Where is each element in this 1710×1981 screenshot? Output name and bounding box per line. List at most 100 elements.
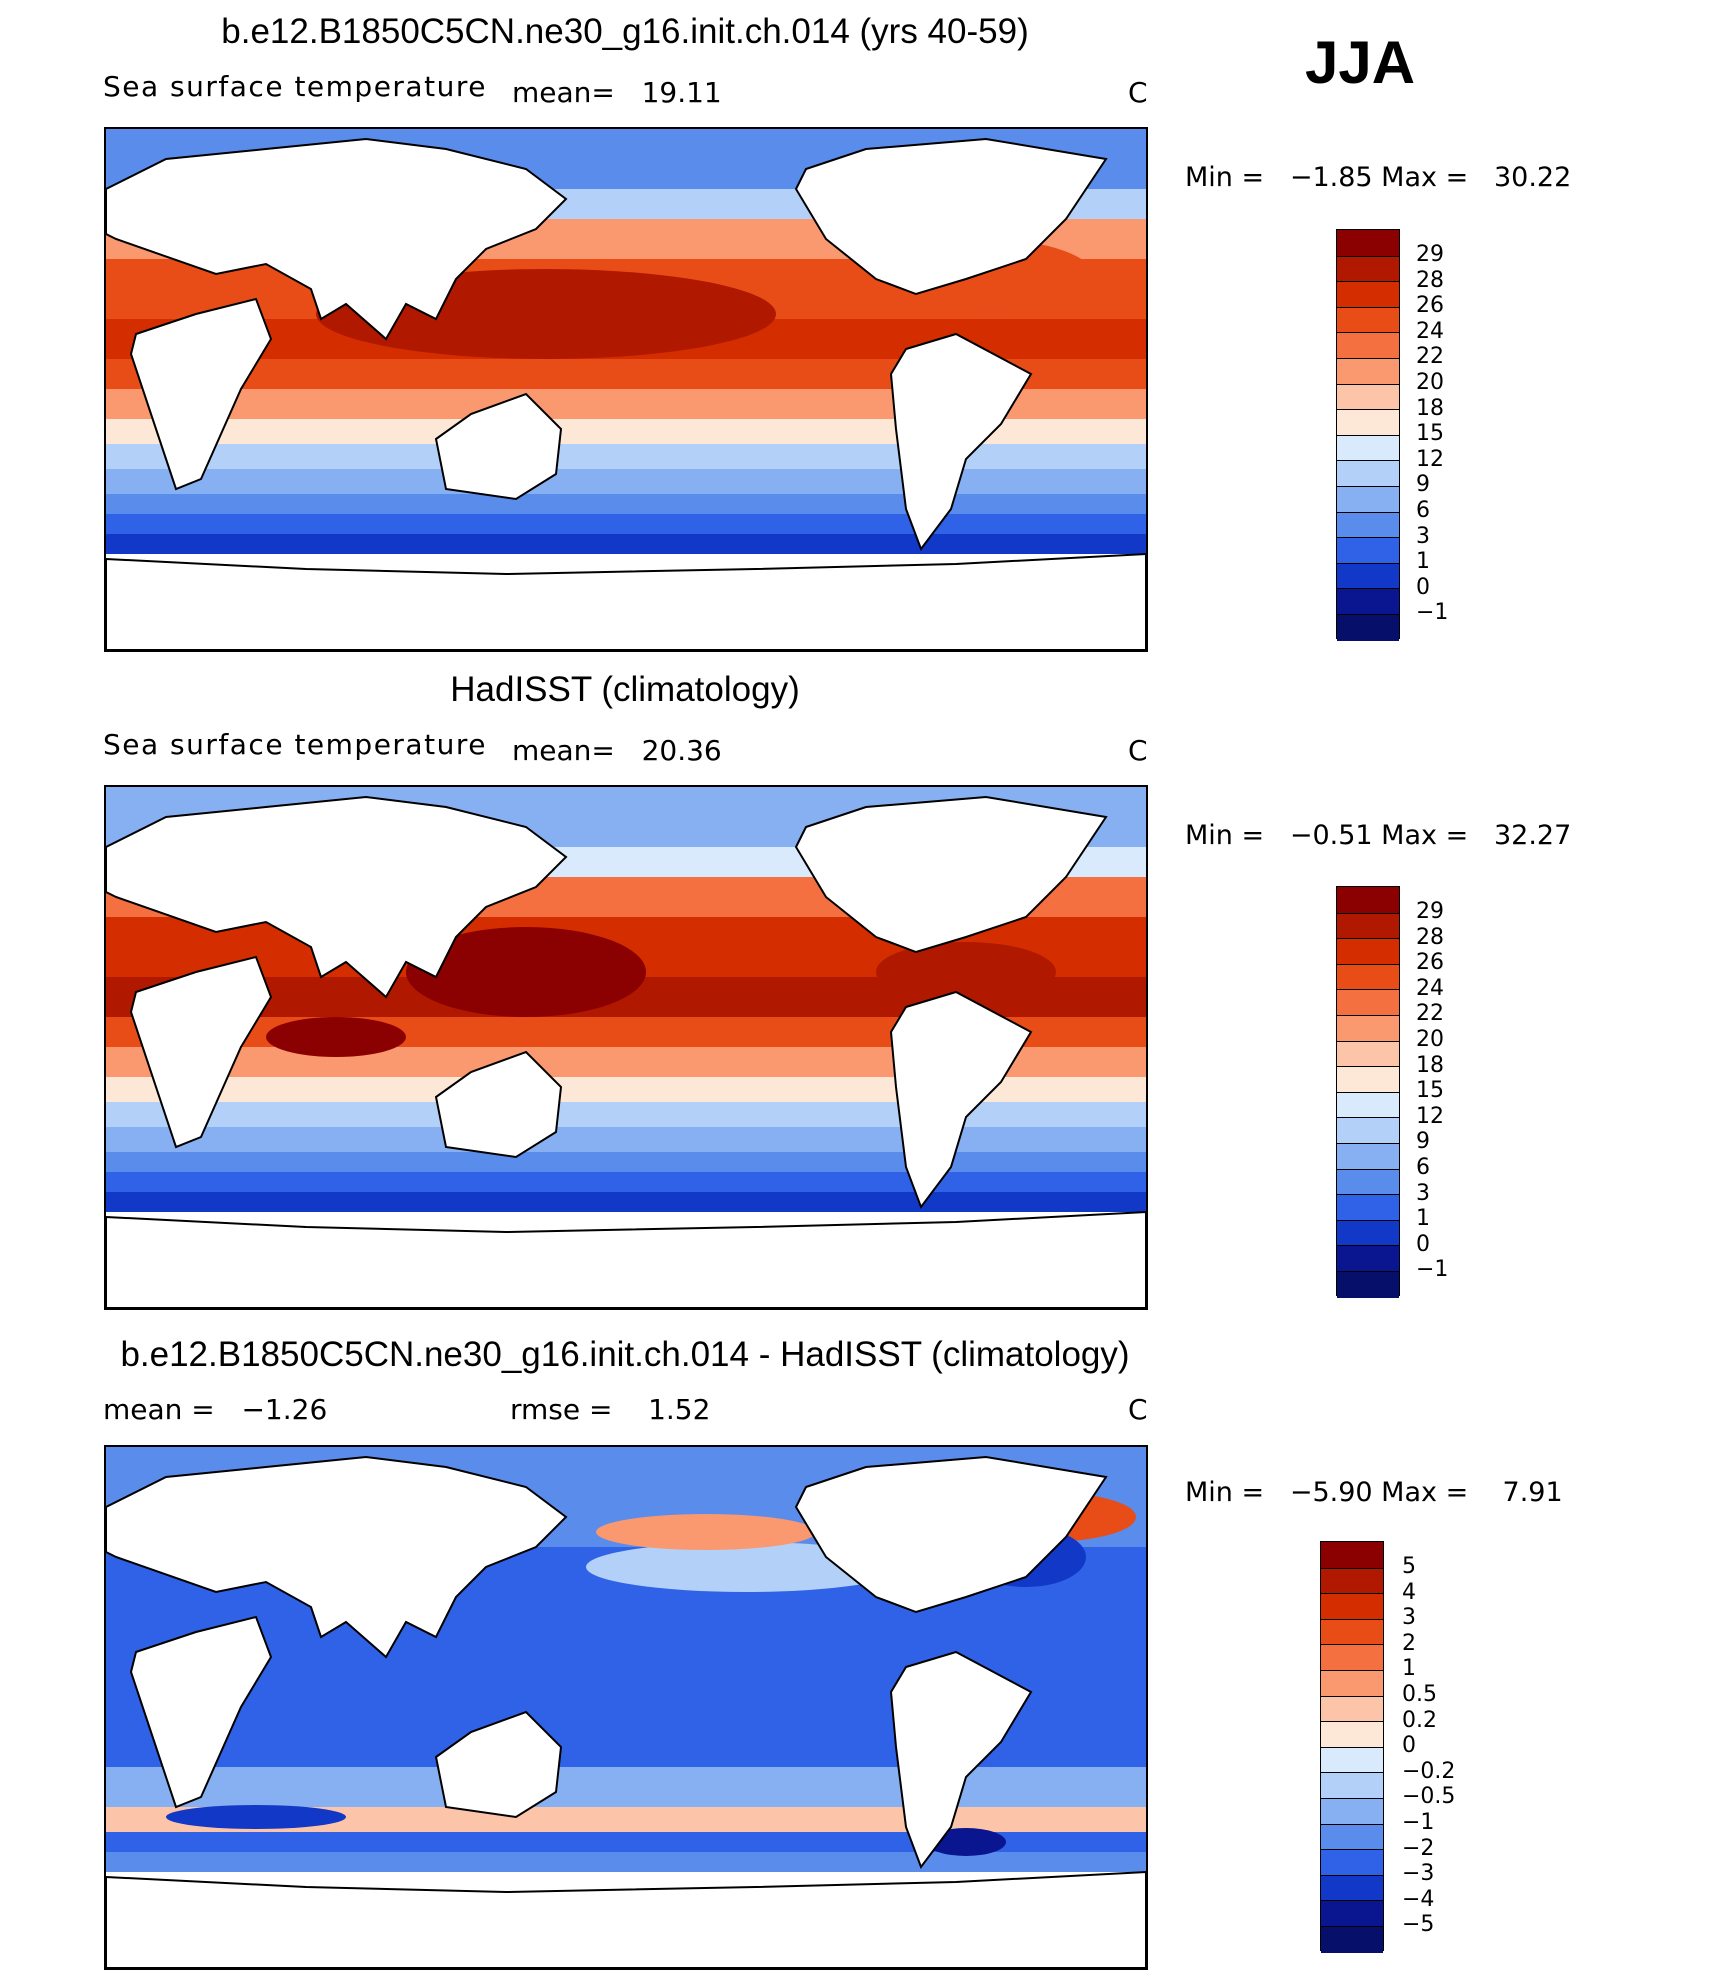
panel-3-tick: 0.5 bbox=[1402, 1681, 1437, 1707]
panel-3-map bbox=[104, 1445, 1148, 1970]
panel-1-tick: 6 bbox=[1416, 497, 1430, 523]
panel-2-colorbar-segment bbox=[1337, 1016, 1399, 1042]
panel-1-colorbar-segment bbox=[1337, 333, 1399, 360]
panel-2-tick: 18 bbox=[1416, 1052, 1444, 1078]
panel-1-tick: 1 bbox=[1416, 549, 1430, 575]
panel-3-tick: 4 bbox=[1402, 1579, 1416, 1605]
panel-3-colorbar-segment bbox=[1321, 1875, 1383, 1902]
panel-1-colorbar-segment bbox=[1337, 282, 1399, 308]
panel-1-tick: 20 bbox=[1416, 369, 1444, 395]
panel-2-colorbar-segment bbox=[1337, 1246, 1399, 1272]
panel-3-tick: −1 bbox=[1402, 1809, 1435, 1835]
panel-2-tick: −1 bbox=[1416, 1257, 1449, 1283]
panel-2-tick: 20 bbox=[1416, 1026, 1444, 1052]
panel-3-colorbar-segment bbox=[1321, 1850, 1383, 1876]
panel-2-tick: 24 bbox=[1416, 975, 1444, 1001]
panel-2-colorbar bbox=[1336, 886, 1400, 1298]
panel-3-tick: 2 bbox=[1402, 1630, 1416, 1656]
panel-2-tick: 22 bbox=[1416, 1001, 1444, 1027]
panel-3-colorbar-segment bbox=[1321, 1799, 1383, 1825]
panel-3-tick: 5 bbox=[1402, 1554, 1416, 1579]
panel-3-colorbar-segment bbox=[1321, 1824, 1383, 1851]
panel-3-mean: mean = −1.26 bbox=[103, 1393, 328, 1426]
panel-2-variable-label: Sea surface temperature bbox=[103, 728, 487, 761]
panel-1-tick: 15 bbox=[1416, 421, 1444, 447]
panel-2-colorbar-ticks: 29 28 26 24 22 20 18 15 12 9 6 3 1 0 −1 bbox=[1416, 899, 1448, 1283]
panel-3-colorbar-segment bbox=[1321, 1722, 1383, 1748]
panel-1-tick: 22 bbox=[1416, 344, 1444, 370]
panel-2-tick: 9 bbox=[1416, 1129, 1430, 1155]
panel-2-map-svg bbox=[106, 787, 1146, 1308]
panel-3-colorbar-segment bbox=[1321, 1696, 1383, 1723]
panel-2-colorbar-segment bbox=[1337, 990, 1399, 1017]
panel-1-tick: 3 bbox=[1416, 523, 1430, 549]
panel-3-units: C bbox=[1128, 1393, 1148, 1426]
panel-3-continents bbox=[106, 1455, 1146, 1968]
panel-1-tick: 26 bbox=[1416, 293, 1444, 319]
panel-1-variable-label: Sea surface temperature bbox=[103, 70, 487, 103]
panel-3-colorbar-segment bbox=[1321, 1926, 1383, 1953]
panel-2-map bbox=[104, 785, 1148, 1310]
panel-2-units: C bbox=[1128, 734, 1148, 767]
panel-1-colorbar-segment bbox=[1337, 359, 1399, 385]
panel-3-tick: −5 bbox=[1402, 1912, 1435, 1938]
panel-1-tick: 29 bbox=[1416, 242, 1444, 267]
panel-1-map bbox=[104, 127, 1148, 652]
panel-3-colorbar-segment bbox=[1321, 1619, 1383, 1646]
panel-1-colorbar-segment bbox=[1337, 256, 1399, 283]
panel-2-colorbar-segment bbox=[1337, 1041, 1399, 1068]
panel-1-tick: 12 bbox=[1416, 446, 1444, 472]
panel-2-tick: 12 bbox=[1416, 1103, 1444, 1129]
panel-1-colorbar bbox=[1336, 229, 1400, 641]
panel-1-colorbar-segment bbox=[1337, 461, 1399, 487]
panel-3-colorbar-segment bbox=[1321, 1542, 1383, 1569]
panel-2-colorbar-segment bbox=[1337, 1195, 1399, 1221]
panel-2-colorbar-segment bbox=[1337, 1144, 1399, 1170]
panel-1-colorbar-segment bbox=[1337, 230, 1399, 257]
panel-1-tick: 28 bbox=[1416, 267, 1444, 293]
panel-1-colorbar-segment bbox=[1337, 614, 1399, 641]
panel-3-colorbar-segment bbox=[1321, 1901, 1383, 1927]
panel-1-colorbar-segment bbox=[1337, 589, 1399, 615]
panel-2-tick: 28 bbox=[1416, 924, 1444, 950]
panel-3-colorbar-segment bbox=[1321, 1671, 1383, 1697]
panel-2-colorbar-segment bbox=[1337, 1271, 1399, 1298]
panel-3-colorbar-segment bbox=[1321, 1594, 1383, 1620]
panel-2-colorbar-segment bbox=[1337, 1067, 1399, 1093]
panel-3-colorbar-segment bbox=[1321, 1645, 1383, 1672]
panel-2-min-max: Min = −0.51 Max = 32.27 bbox=[1185, 820, 1572, 851]
panel-2-colorbar-segment bbox=[1337, 1169, 1399, 1196]
panel-3-colorbar-segment bbox=[1321, 1773, 1383, 1799]
panel-1-tick: 9 bbox=[1416, 472, 1430, 498]
panel-2-colorbar-segment bbox=[1337, 887, 1399, 914]
panel-3-tick: −0.2 bbox=[1402, 1758, 1456, 1784]
panel-2-colorbar-segment bbox=[1337, 964, 1399, 991]
panel-2-colorbar-segment bbox=[1337, 939, 1399, 965]
panel-2-tick: 29 bbox=[1416, 899, 1444, 924]
panel-3-tick: −4 bbox=[1402, 1886, 1435, 1912]
panel-2-colorbar-segment bbox=[1337, 913, 1399, 940]
panel-3-colorbar-ticks: 5 4 3 2 1 0.5 0.2 0 −0.2 −0.5 −1 −2 −3 −… bbox=[1402, 1554, 1455, 1938]
panel-1-colorbar-segment bbox=[1337, 563, 1399, 590]
panel-3-tick: 0.2 bbox=[1402, 1707, 1437, 1733]
panel-1-mean: mean= 19.11 bbox=[512, 76, 722, 109]
panel-2-tick: 1 bbox=[1416, 1206, 1430, 1232]
panel-1-continents bbox=[106, 137, 1146, 650]
panel-1-min-max: Min = −1.85 Max = 30.22 bbox=[1185, 162, 1572, 193]
panel-1-tick: 24 bbox=[1416, 318, 1444, 344]
panel-1-colorbar-segment bbox=[1337, 307, 1399, 334]
panel-2-mean: mean= 20.36 bbox=[512, 734, 722, 767]
panel-1-colorbar-ticks: 29 28 26 24 22 20 18 15 12 9 6 3 1 0 −1 bbox=[1416, 242, 1448, 626]
season-label: JJA bbox=[1305, 29, 1416, 96]
panel-3-tick: 1 bbox=[1402, 1656, 1416, 1682]
panel-3-min-max: Min = −5.90 Max = 7.91 bbox=[1185, 1477, 1563, 1508]
panel-2-title: HadISST (climatology) bbox=[450, 670, 800, 709]
panel-2-tick: 3 bbox=[1416, 1180, 1430, 1206]
panel-2-tick: 0 bbox=[1416, 1231, 1430, 1257]
panel-1-tick: 0 bbox=[1416, 574, 1430, 600]
panel-3-colorbar-segment bbox=[1321, 1747, 1383, 1774]
panel-3-tick: 0 bbox=[1402, 1733, 1416, 1759]
panel-1-map-svg bbox=[106, 129, 1146, 650]
panel-2-tick: 15 bbox=[1416, 1078, 1444, 1104]
panel-3-title: b.e12.B1850C5CN.ne30_g16.init.ch.014 - H… bbox=[120, 1335, 1130, 1374]
